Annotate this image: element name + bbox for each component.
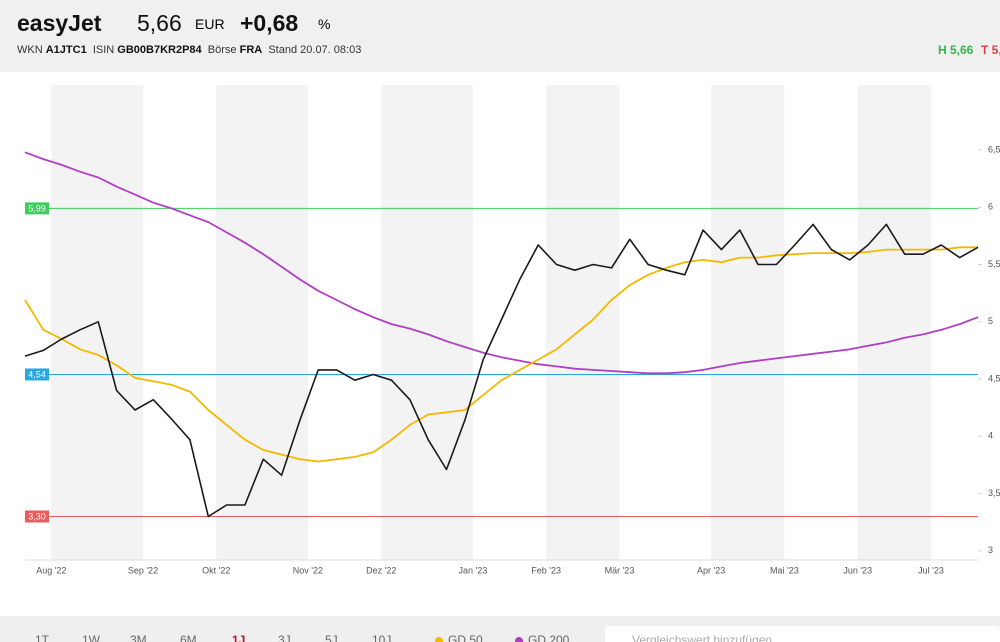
y-tick-label: 3,5 [988, 488, 1000, 498]
range-button[interactable]: 1T [35, 633, 50, 642]
stand: Stand 20.07. 08:03 [268, 44, 362, 56]
level-label: 4,54 [28, 369, 46, 379]
level-badge [25, 202, 49, 215]
toolbar: 1T 1W 3M 6M 1J 3J 5J 10J GD 50 GD 200 Vergleichswe… [0, 616, 1000, 642]
month-band [711, 85, 785, 560]
range-button[interactable]: 1J [232, 633, 245, 642]
level-badge [25, 510, 49, 523]
month-band [381, 85, 473, 560]
series-line [24, 223, 979, 518]
currency: EUR [195, 16, 225, 32]
y-tick-label: 3 [988, 545, 993, 555]
label: Börse [207, 44, 237, 56]
x-tick-label: Apr '23 [697, 565, 725, 575]
header: easyJet 5,66 EUR +0,68 % WKN A1JTC1 ISIN… [0, 0, 1000, 72]
label: WKN [17, 44, 43, 56]
range-button[interactable]: 5J [325, 633, 338, 642]
legend-dot[interactable] [515, 637, 523, 642]
x-tick-label: Jul '23 [918, 565, 944, 575]
series-line [24, 151, 979, 375]
month-band [216, 85, 308, 560]
y-tick-label: 6 [988, 202, 993, 212]
stock-name: easyJet [17, 10, 102, 36]
value: A1JTC1 [45, 44, 87, 56]
change: +0,68 [240, 10, 299, 36]
range-button[interactable]: 3M [130, 633, 147, 642]
x-tick-label: Feb '23 [531, 565, 561, 575]
legend-item[interactable]: GD 200 [528, 633, 570, 642]
level-label: 3,30 [28, 511, 46, 521]
series-line [24, 246, 978, 463]
x-tick-label: Aug '22 [36, 565, 66, 575]
low: T 5, [981, 43, 1000, 57]
range-button[interactable]: 6M [180, 633, 197, 642]
month-band [857, 85, 932, 560]
range-button[interactable]: 1W [82, 633, 100, 642]
x-tick-label: Okt '22 [202, 565, 230, 575]
range-button[interactable]: 3J [278, 633, 291, 642]
legend-dot[interactable] [435, 637, 443, 642]
value: FRA [239, 44, 263, 56]
level-badge [25, 368, 49, 381]
meta: WKN A1JTC1 ISIN GB00B7KR2P84 Börse FRA S… [17, 44, 361, 56]
level-label: 5,99 [28, 203, 46, 213]
x-tick-label: Nov '22 [293, 565, 323, 575]
label: ISIN [92, 44, 115, 56]
y-tick-label: 5,5 [988, 259, 1000, 269]
compare-input[interactable] [605, 626, 1000, 642]
search-placeholder[interactable]: Vergleichswert hinzufügen [632, 633, 773, 642]
x-tick-label: Dez '22 [366, 565, 396, 575]
change-unit: % [318, 16, 331, 32]
x-tick-label: Mai '23 [770, 565, 799, 575]
legend-item[interactable]: GD 50 [448, 633, 483, 642]
month-band [546, 85, 620, 560]
x-tick-label: Mär '23 [605, 565, 635, 575]
range-button[interactable]: 10J [372, 633, 392, 642]
y-tick-label: 4 [988, 431, 993, 441]
price: 5,66 [137, 10, 182, 36]
x-tick-label: Jun '23 [843, 565, 872, 575]
y-tick-label: 6,5 [988, 144, 1000, 154]
value: GB00B7KR2P84 [117, 44, 202, 56]
y-tick-label: 4,5 [988, 373, 1000, 383]
high: H 5,66 [938, 43, 974, 57]
y-tick-label: 5 [988, 316, 993, 326]
x-tick-label: Jan '23 [458, 565, 487, 575]
x-tick-label: Sep '22 [128, 565, 158, 575]
